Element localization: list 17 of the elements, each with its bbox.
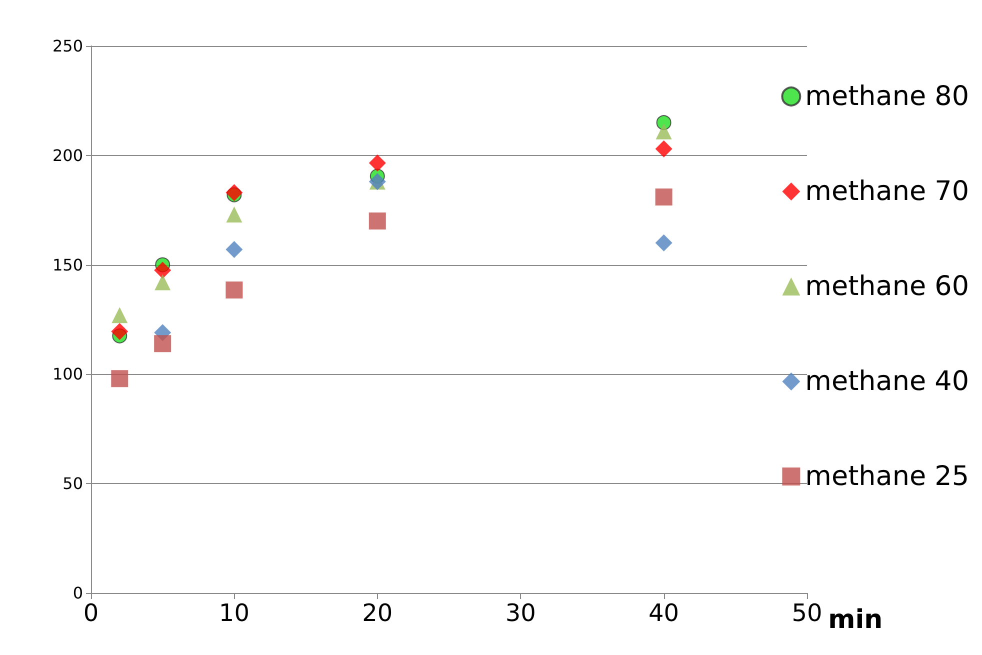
x-tick-label: 50 xyxy=(792,599,822,627)
legend-label: methane 40 xyxy=(805,366,970,397)
legend-label: methane 80 xyxy=(805,81,970,112)
legend-label: methane 70 xyxy=(805,176,970,207)
x-tick-label: 40 xyxy=(648,599,680,627)
y-tick-label: 100 xyxy=(52,364,83,384)
x-axis-title: min xyxy=(828,605,883,635)
y-tick-label: 200 xyxy=(52,146,83,165)
x-tick-label: 20 xyxy=(362,599,393,627)
y-tick-label: 150 xyxy=(52,255,83,274)
x-tick-label: 30 xyxy=(505,599,536,627)
y-tick-label: 0 xyxy=(72,584,83,602)
y-tick-label: 50 xyxy=(62,474,83,494)
legend-label: methane 25 xyxy=(805,461,970,492)
x-tick-label: 10 xyxy=(218,599,250,627)
legend-label: methane 60 xyxy=(805,271,970,302)
y-tick-label: 250 xyxy=(52,36,83,56)
